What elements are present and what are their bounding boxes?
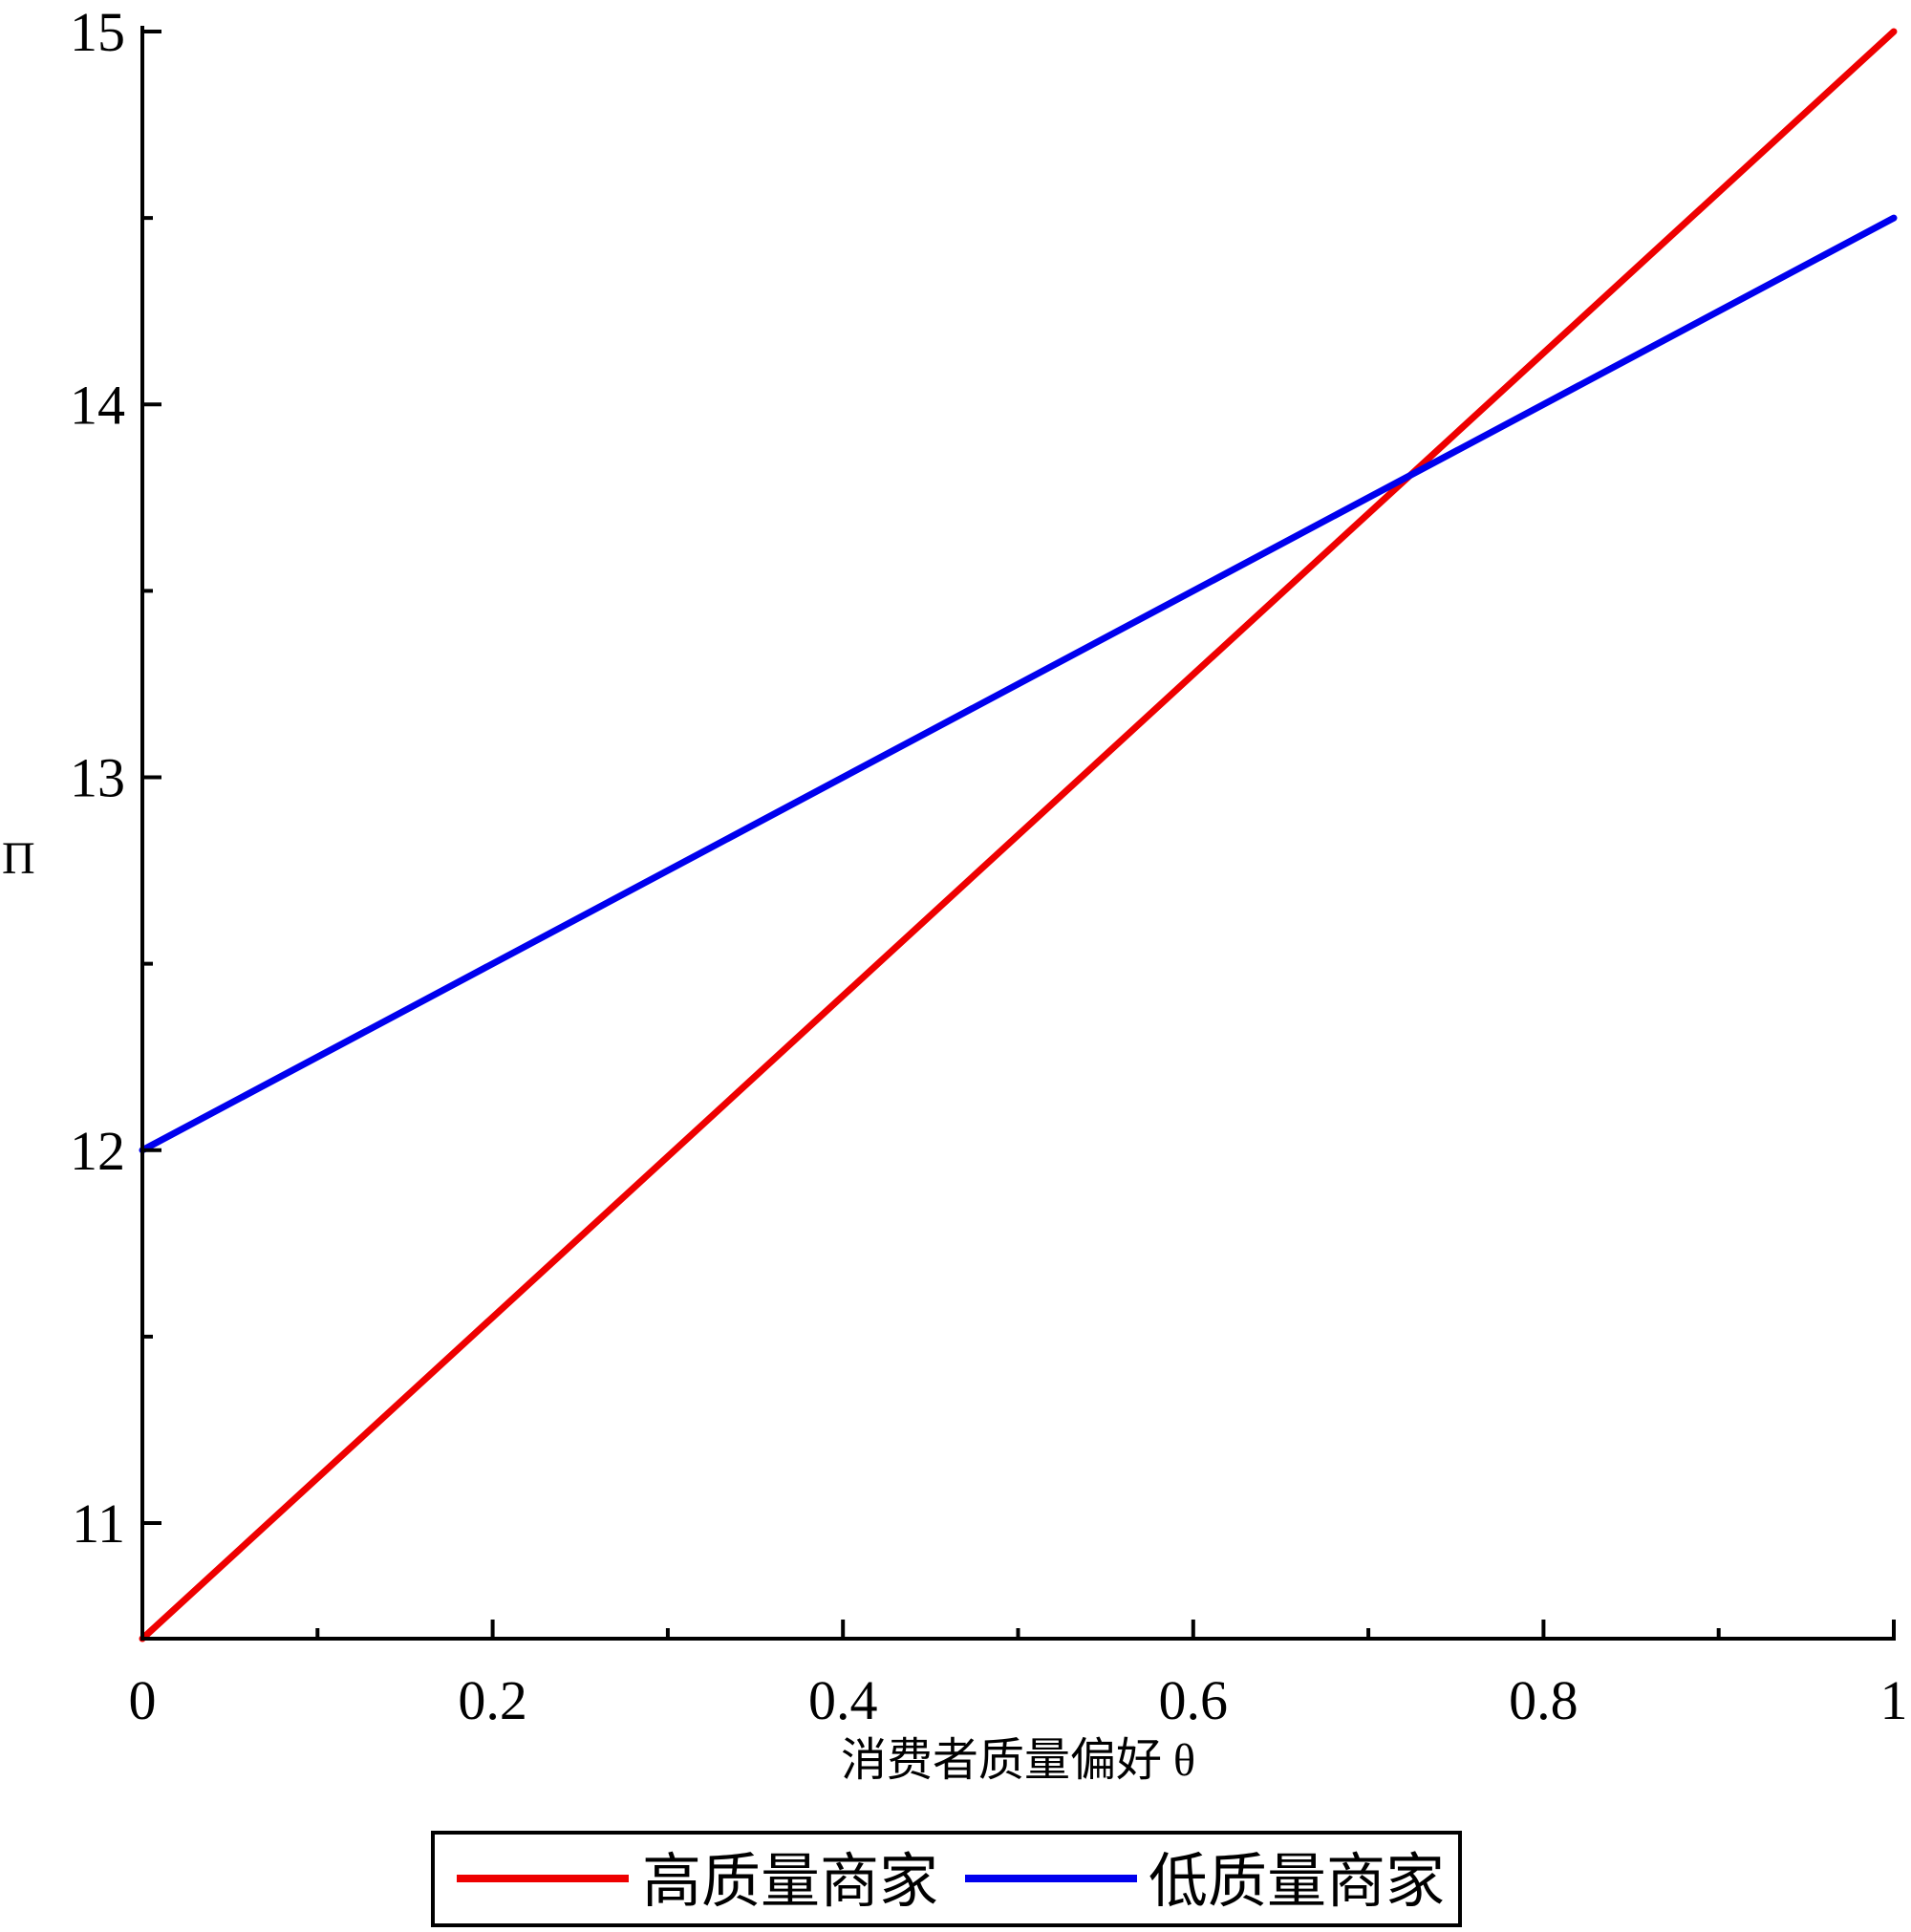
series-line-low-quality [139, 214, 1898, 1154]
legend: 高质量商家 低质量商家 [431, 1831, 1462, 1927]
legend-label-low-quality: 低质量商家 [1149, 1846, 1445, 1916]
y-tick-label: 13 [70, 747, 125, 809]
series-line-high-quality [139, 28, 1898, 1642]
y-tick-label: 14 [70, 374, 125, 436]
x-tick-label: 0.8 [1509, 1669, 1578, 1731]
x-tick-label: 0.6 [1159, 1669, 1229, 1731]
x-tick-label: 0.2 [458, 1669, 527, 1731]
x-axis-title: 消费者质量偏好 θ [841, 1735, 1195, 1786]
x-tick-label: 0 [129, 1669, 157, 1731]
series-layer [139, 28, 1898, 1642]
y-axis-title: Π [2, 833, 35, 884]
y-tick-label: 15 [70, 1, 125, 63]
y-tick-label: 11 [72, 1492, 125, 1555]
x-tick-label: 1 [1880, 1669, 1908, 1731]
x-tick-label: 0.4 [808, 1669, 878, 1731]
legend-label-high-quality: 高质量商家 [642, 1846, 938, 1916]
y-tick-label: 12 [70, 1120, 125, 1182]
